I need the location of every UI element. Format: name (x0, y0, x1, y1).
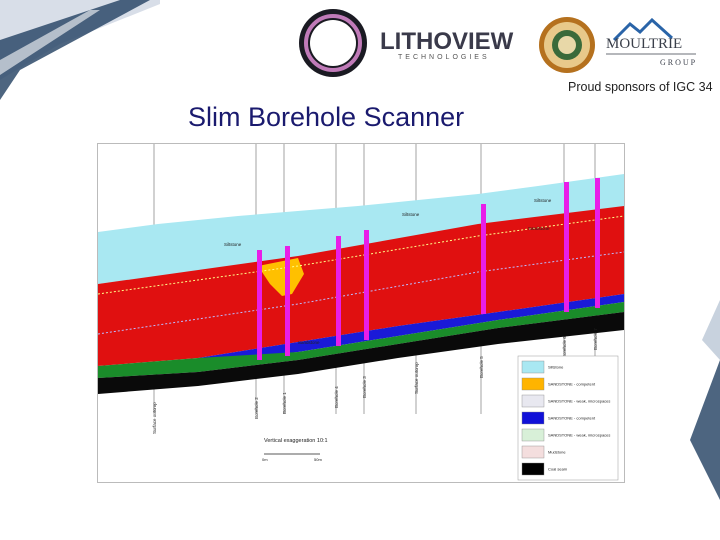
horizon-line-2 (98, 251, 624, 335)
legend-label: Mudstone (548, 450, 566, 455)
red-sandstone-layer (98, 206, 624, 366)
slide-title: Slim Borehole Scanner (188, 102, 465, 132)
boreholes (257, 178, 600, 360)
green-layer (98, 302, 624, 378)
lithoview-logo-subtitle: TECHNOLOGIES (398, 54, 490, 61)
moultrie-logo-name: MOULTRIE (606, 36, 683, 52)
borehole-label: Borehole 3 (362, 376, 367, 398)
vertical-exaggeration-label: Vertical exaggeration 10:1 (264, 438, 328, 444)
legend-label: SANDSTONE - competent (548, 382, 596, 387)
left-deco-shape (0, 0, 160, 80)
borehole-label: Borehole 1 (282, 392, 287, 414)
borehole-label: Surface outcrop (414, 362, 419, 394)
borehole-label: Surface outcrop (152, 402, 157, 434)
lithoview-logo-name: LITHOVIEW (380, 28, 514, 55)
unit-label: Siltstone (534, 198, 552, 203)
borehole-label: Borehole 2 (254, 397, 259, 419)
right-deco-shape-2 (702, 300, 720, 360)
borehole-label: Borehole 5 (479, 356, 484, 378)
unit-label: Siltstone (402, 212, 420, 217)
legend-label: Siltstone (548, 365, 564, 370)
siltstone-layer (98, 174, 624, 284)
sponsor-text: Proud sponsors of IGC 34 (568, 80, 713, 94)
scale-end-label: 50m (314, 457, 322, 462)
unit-labels: Siltstone Siltstone Sandstone Siltstone … (224, 198, 552, 345)
legend-swatch (521, 462, 545, 476)
right-deco-shape (690, 360, 720, 500)
moultrie-logo-group: GROUP (660, 58, 698, 67)
legend-label: SANDSTONE - weak, microspaces (548, 433, 610, 438)
left-deco-stripe (0, 10, 100, 75)
legend-swatch (521, 445, 545, 459)
right-edge-decoration (690, 300, 720, 500)
legend-swatch (521, 394, 545, 408)
horizon-line-1 (98, 215, 624, 295)
legend-swatch (521, 360, 545, 374)
moultrie-mountain-icon (606, 18, 696, 55)
legend-swatch (521, 377, 545, 391)
geological-cross-section: Siltstone Siltstone Sandstone Siltstone … (97, 143, 625, 483)
legend-label: Coal seam (548, 467, 568, 472)
unit-label: Siltstone (224, 242, 242, 247)
legend: Siltstone SANDSTONE - competent SANDSTONE … (517, 355, 619, 481)
left-corner-decoration (0, 0, 160, 100)
legend-swatch (521, 411, 545, 425)
yellow-sandstone-lens (258, 258, 304, 296)
scale-start-label: 0m (262, 457, 268, 462)
borehole-label: Borehole 4 (334, 386, 339, 408)
unit-label: Sandstone (528, 226, 550, 231)
legend-label: SANDSTONE - competent (548, 416, 596, 421)
borehole-label: Borehole 6 (562, 336, 567, 358)
igc-seal-icon (539, 17, 595, 73)
legend-label: SANDSTONE - weak, microspaces (548, 399, 610, 404)
lithoview-logo-icon (299, 9, 367, 77)
blue-sandstone-layer (198, 294, 624, 364)
unit-label: Sandstone (298, 340, 320, 345)
coal-seam (98, 312, 624, 394)
legend-swatch (521, 428, 545, 442)
borehole-label: Borehole 7 (593, 328, 598, 350)
borehole-labels: Surface outcrop Borehole 2 Borehole 1 Bo… (152, 328, 598, 434)
